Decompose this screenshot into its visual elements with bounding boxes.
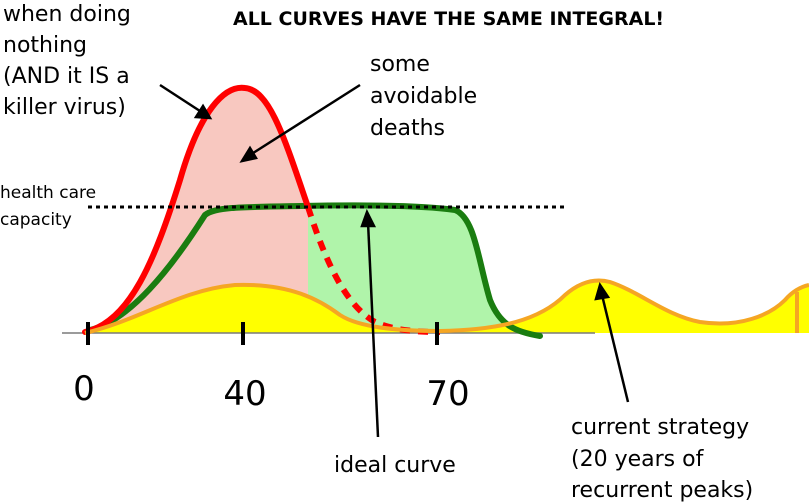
x-tick-label-0: 0: [73, 369, 95, 409]
svg-text:health care: health care: [0, 183, 96, 203]
svg-text:deaths: deaths: [370, 116, 445, 141]
svg-text:(20 years of: (20 years of: [571, 447, 705, 472]
label-avoidable-deaths: some avoidable deaths: [370, 52, 477, 141]
label-current-strategy: current strategy (20 years of recurrent …: [571, 415, 753, 503]
arrow-doing-nothing: [159, 83, 213, 120]
svg-text:(AND it IS a: (AND it IS a: [3, 64, 130, 89]
svg-text:current strategy: current strategy: [571, 415, 749, 440]
svg-text:avoidable: avoidable: [370, 84, 477, 109]
arrow-current-strategy: [594, 282, 630, 403]
x-tick-label-40: 40: [223, 374, 266, 414]
svg-text:capacity: capacity: [0, 210, 72, 230]
diagram-title: ALL CURVES HAVE THE SAME INTEGRAL!: [233, 8, 664, 30]
svg-text:some: some: [370, 52, 430, 77]
svg-text:recurrent peaks): recurrent peaks): [571, 478, 753, 503]
svg-text:when doing: when doing: [3, 2, 131, 27]
label-health-care-capacity: health care capacity: [0, 183, 96, 230]
label-ideal-curve: ideal curve: [334, 453, 456, 478]
ideal-curve-line: [87, 202, 543, 339]
current-strategy-fill: [85, 280, 809, 333]
current-strategy-line: [84, 278, 809, 335]
svg-text:killer virus): killer virus): [3, 95, 126, 120]
x-tick-label-70: 70: [426, 374, 469, 414]
arrow-avoidable-deaths: [239, 83, 361, 163]
arrow-ideal-curve: [360, 208, 380, 438]
doing-nothing-fill: [85, 87, 308, 333]
label-doing-nothing: when doing nothing (AND it IS a killer v…: [3, 2, 131, 120]
svg-text:nothing: nothing: [3, 33, 87, 58]
